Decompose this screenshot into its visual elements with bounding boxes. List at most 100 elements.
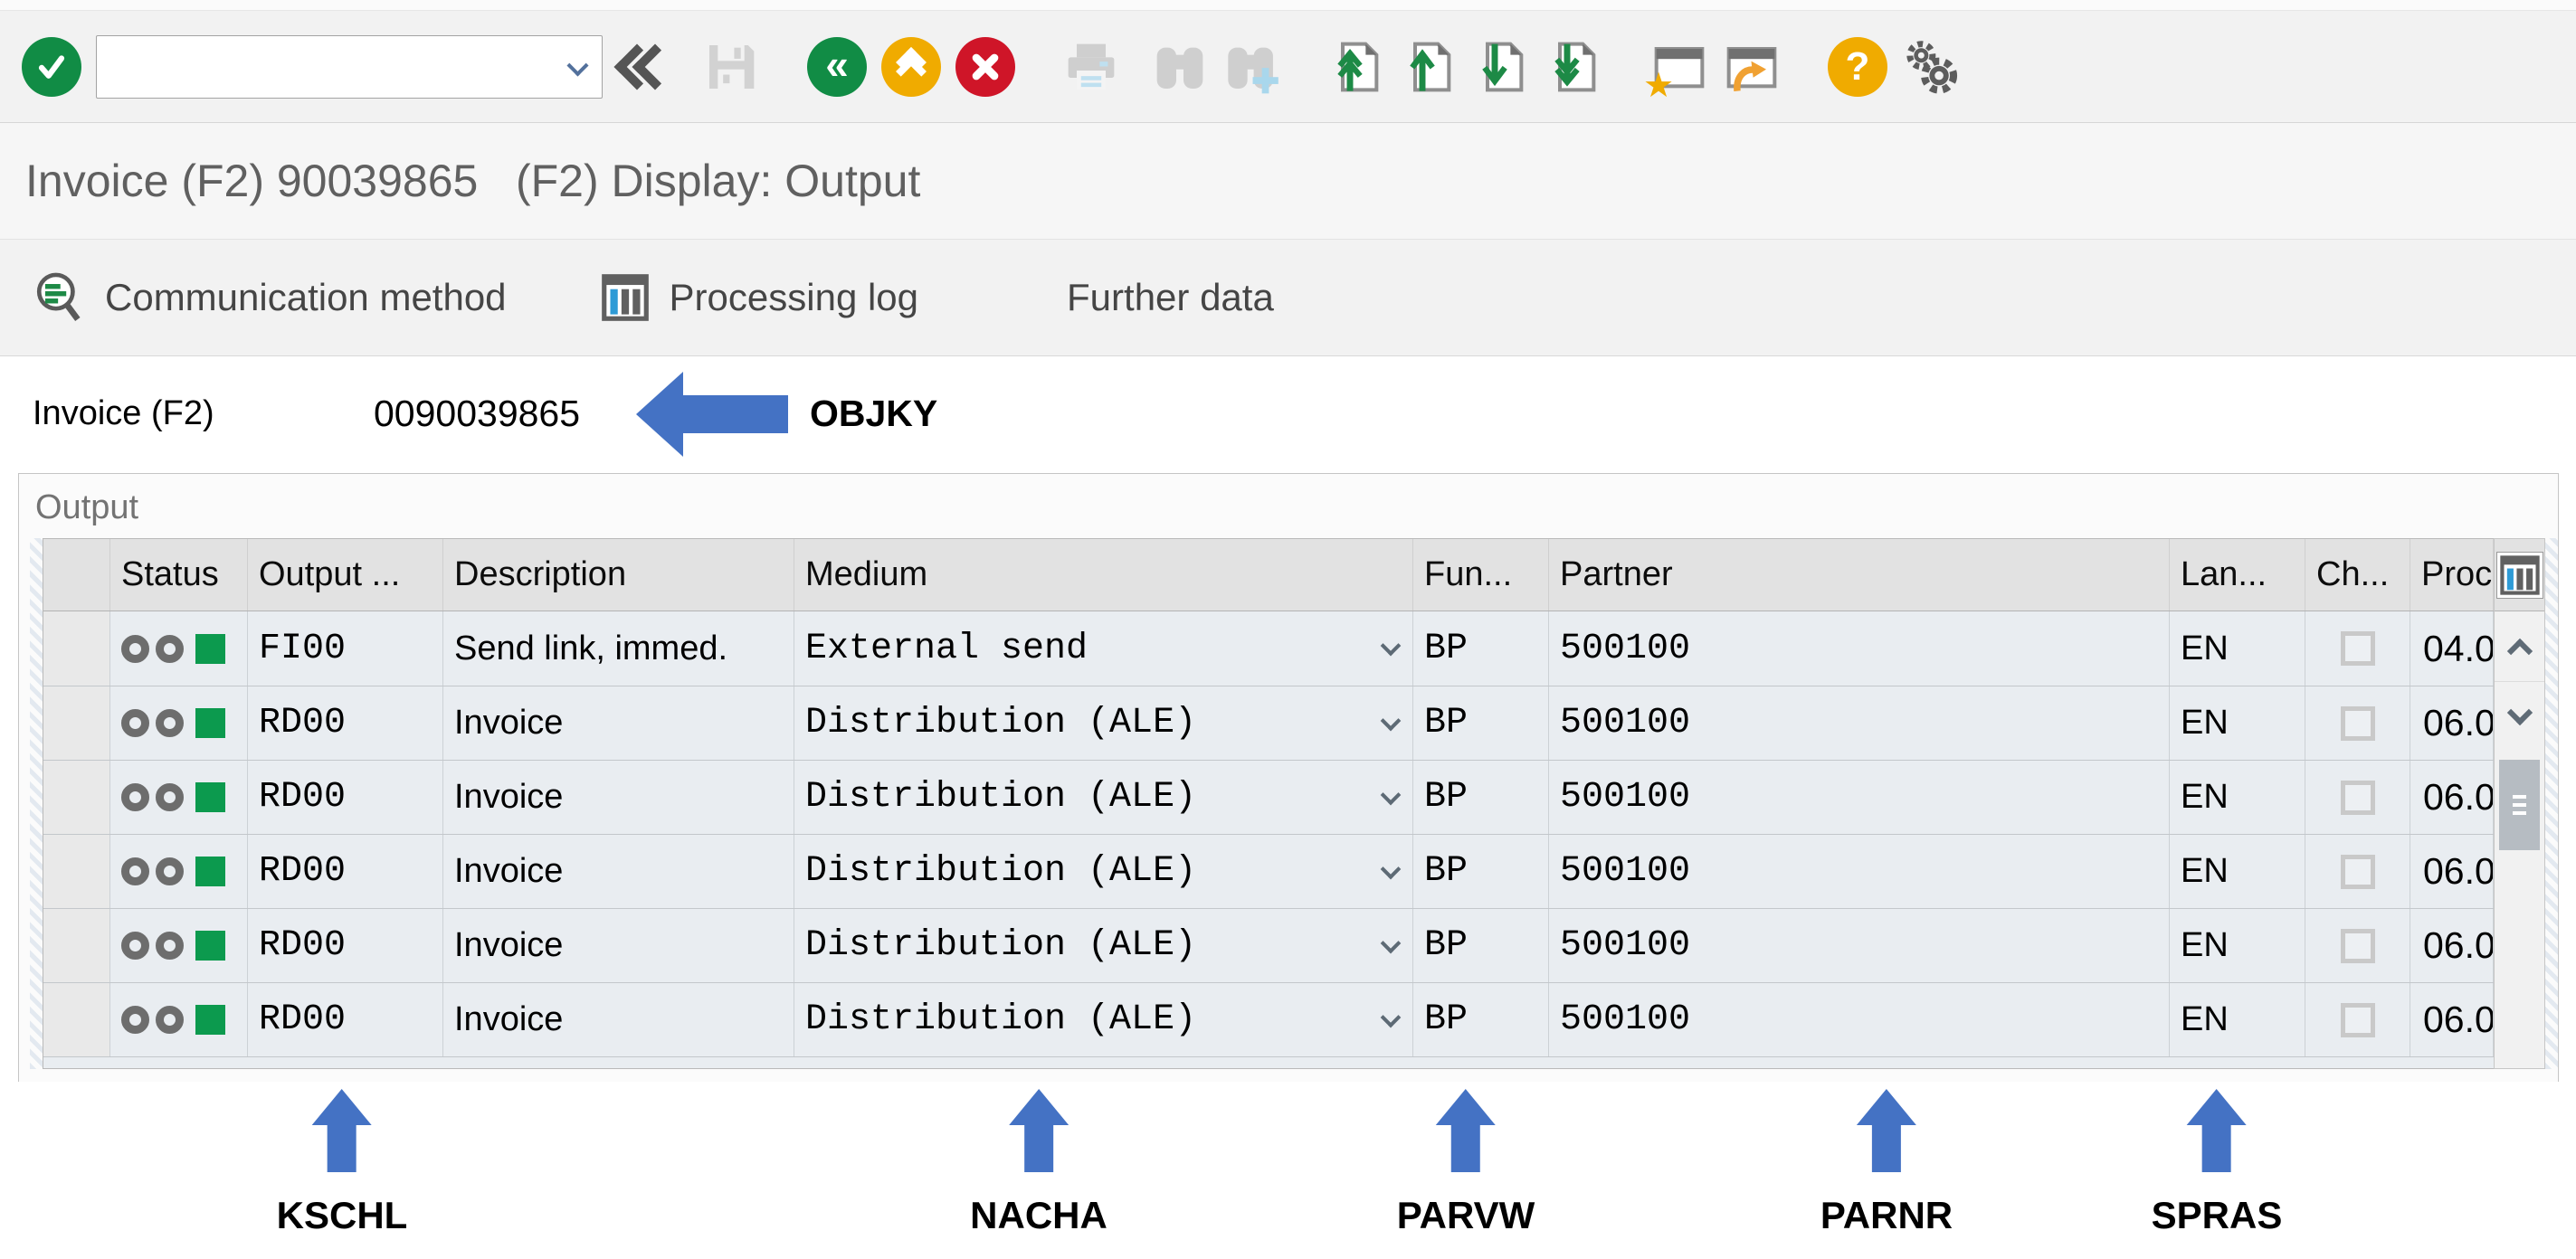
last-page-icon[interactable] [1545,38,1603,96]
column-header-proc[interactable]: Proc [2410,539,2494,611]
processing-log-button[interactable]: Processing log [597,270,918,326]
column-header-selector[interactable] [43,539,110,611]
cell-medium[interactable]: Distribution (ALE) [794,983,1413,1056]
cell-partner[interactable]: 500100 [1549,983,2170,1056]
cell-language[interactable]: EN [2170,686,2305,760]
cell-function[interactable]: BP [1413,611,1549,686]
find-icon[interactable] [1151,38,1209,96]
column-header-language[interactable]: Lan... [2170,539,2305,611]
column-header-output_type[interactable]: Output ... [248,539,443,611]
next-page-icon[interactable] [1473,38,1531,96]
cancel-button[interactable] [955,36,1015,97]
changed-checkbox[interactable] [2340,928,2375,963]
column-header-description[interactable]: Description [443,539,794,611]
changed-checkbox[interactable] [2340,1002,2375,1037]
back-button[interactable]: « [807,36,867,97]
scroll-down-button[interactable] [2495,682,2544,753]
cell-proc[interactable]: 06.0 [2410,835,2494,908]
annotation-up-arrow [1009,1089,1069,1172]
help-button[interactable]: ? [1828,36,1887,97]
cell-description[interactable]: Invoice [443,686,794,760]
cell-language[interactable]: EN [2170,611,2305,686]
cell-description[interactable]: Invoice [443,909,794,982]
table-settings-corner[interactable] [2495,539,2544,611]
cell-medium[interactable]: External send [794,611,1413,686]
cell-function[interactable]: BP [1413,909,1549,982]
create-shortcut-icon[interactable] [1723,38,1781,96]
cell-language[interactable]: EN [2170,983,2305,1056]
communication-method-button[interactable]: Communication method [33,270,507,326]
changed-checkbox[interactable] [2340,780,2375,815]
row-selector[interactable] [43,761,110,834]
cell-language[interactable]: EN [2170,909,2305,982]
cell-partner[interactable]: 500100 [1549,761,2170,834]
chevron-down-icon[interactable] [1380,858,1402,879]
enter-button[interactable] [22,36,81,97]
cell-output-type[interactable]: RD00 [248,983,443,1056]
cell-proc[interactable]: 06.0 [2410,686,2494,760]
cell-medium[interactable]: Distribution (ALE) [794,761,1413,834]
previous-page-icon[interactable] [1401,38,1459,96]
column-header-medium[interactable]: Medium [794,539,1413,611]
cell-output-type[interactable]: RD00 [248,909,443,982]
scrollbar-thumb[interactable] [2499,760,2540,850]
cell-description[interactable]: Invoice [443,835,794,908]
save-icon[interactable] [702,38,760,96]
cell-proc[interactable]: 06.0 [2410,909,2494,982]
cell-function[interactable]: BP [1413,686,1549,760]
first-page-icon[interactable] [1328,38,1386,96]
changed-checkbox[interactable] [2340,631,2375,666]
cell-medium[interactable]: Distribution (ALE) [794,686,1413,760]
cell-description[interactable]: Send link, immed. [443,611,794,686]
cell-output-type[interactable]: RD00 [248,835,443,908]
table-settings-icon [2495,551,2543,599]
cell-function[interactable]: BP [1413,761,1549,834]
collapse-toolbar-icon[interactable] [613,43,679,90]
scroll-up-button[interactable] [2495,611,2544,682]
chevron-down-icon[interactable] [1380,784,1402,805]
cell-function[interactable]: BP [1413,835,1549,908]
cell-proc[interactable]: 04.0 [2410,611,2494,686]
field-annotation: SPRAS [2152,1089,2282,1237]
cell-output-type[interactable]: RD00 [248,686,443,760]
new-session-icon[interactable]: ★ [1643,38,1708,103]
command-field[interactable] [96,34,603,99]
cell-function[interactable]: BP [1413,983,1549,1056]
cell-language[interactable]: EN [2170,835,2305,908]
cell-output-type[interactable]: RD00 [248,761,443,834]
row-selector[interactable] [43,835,110,908]
cell-medium[interactable]: Distribution (ALE) [794,835,1413,908]
cell-language[interactable]: EN [2170,761,2305,834]
cell-proc[interactable]: 06.0 [2410,983,2494,1056]
row-selector[interactable] [43,611,110,686]
column-header-partner[interactable]: Partner [1549,539,2170,611]
exit-button[interactable] [881,36,941,97]
changed-checkbox[interactable] [2340,705,2375,741]
chevron-down-icon[interactable] [1380,932,1402,953]
column-header-status[interactable]: Status [110,539,248,611]
row-selector[interactable] [43,909,110,982]
customize-layout-icon[interactable] [1902,38,1960,96]
column-header-changed[interactable]: Ch... [2305,539,2410,611]
cell-output-type[interactable]: FI00 [248,611,443,686]
table-scrollbar[interactable] [2494,538,2545,1069]
row-selector[interactable] [43,686,110,760]
cell-medium[interactable]: Distribution (ALE) [794,909,1413,982]
cell-partner[interactable]: 500100 [1549,909,2170,982]
cell-proc[interactable]: 06.0 [2410,761,2494,834]
print-icon[interactable] [1062,38,1120,96]
cell-partner[interactable]: 500100 [1549,835,2170,908]
cell-description[interactable]: Invoice [443,983,794,1056]
chevron-down-icon[interactable] [1380,710,1402,731]
command-input[interactable] [97,35,602,98]
chevron-down-icon[interactable] [1380,635,1402,657]
find-next-icon[interactable] [1223,38,1281,96]
cell-description[interactable]: Invoice [443,761,794,834]
cell-partner[interactable]: 500100 [1549,686,2170,760]
changed-checkbox[interactable] [2340,854,2375,889]
cell-partner[interactable]: 500100 [1549,611,2170,686]
row-selector[interactable] [43,983,110,1056]
chevron-down-icon[interactable] [1380,1007,1402,1027]
further-data-button[interactable]: Further data [1067,276,1274,319]
column-header-function[interactable]: Fun... [1413,539,1549,611]
